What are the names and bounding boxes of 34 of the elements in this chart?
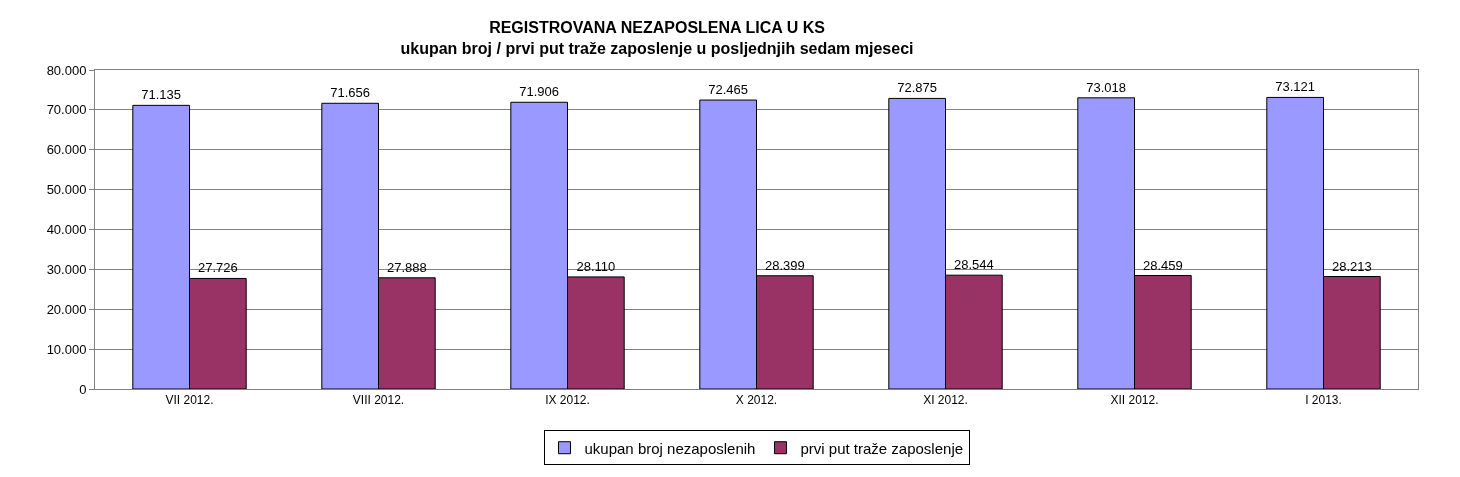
data-label: 27.726: [197, 260, 238, 276]
data-label: 72.875: [897, 80, 938, 96]
x-tick-label: XII 2012.: [1110, 393, 1159, 408]
y-tick-label: 50.000: [46, 182, 87, 198]
y-tick-label: 70.000: [46, 102, 87, 118]
data-label: 73.121: [1275, 79, 1316, 95]
data-label: 28.544: [953, 257, 994, 273]
x-tick-label: I 2013.: [1305, 393, 1342, 408]
y-tick-label: 80.000: [46, 62, 87, 78]
data-label: 72.465: [708, 82, 749, 98]
x-tick-label: VII 2012.: [165, 393, 214, 408]
data-label: 71.906: [519, 84, 560, 100]
x-tick-label: X 2012.: [735, 393, 778, 408]
data-label: 28.399: [764, 257, 805, 273]
y-tick-label: 0: [79, 381, 87, 397]
data-label: 73.018: [1086, 79, 1127, 95]
data-label: 28.213: [1331, 258, 1372, 274]
x-tick-label: XI 2012.: [923, 393, 968, 408]
y-tick-label: 60.000: [46, 142, 87, 158]
y-tick-label: 40.000: [46, 222, 87, 238]
data-label: 27.888: [386, 259, 427, 275]
data-label: 28.110: [576, 258, 616, 274]
data-label: 28.459: [1142, 257, 1183, 273]
chart-title: REGISTROVANA NEZAPOSLENA LICA U KS: [489, 19, 826, 37]
y-tick-label: 10.000: [46, 341, 87, 357]
data-label: 71.135: [141, 87, 182, 103]
legend-label: ukupan broj nezaposlenih: [584, 439, 756, 457]
chart-subtitle: ukupan broj / prvi put traže zaposlenje u posljednjih sedam mjeseci: [400, 40, 914, 58]
x-tick-label: VIII 2012.: [352, 393, 405, 408]
data-label: 71.656: [330, 85, 371, 101]
y-tick-label: 30.000: [46, 261, 87, 277]
y-tick-label: 20.000: [46, 301, 87, 317]
x-tick-label: IX 2012.: [545, 393, 590, 408]
legend-label: prvi put traže zaposlenje: [800, 439, 964, 457]
